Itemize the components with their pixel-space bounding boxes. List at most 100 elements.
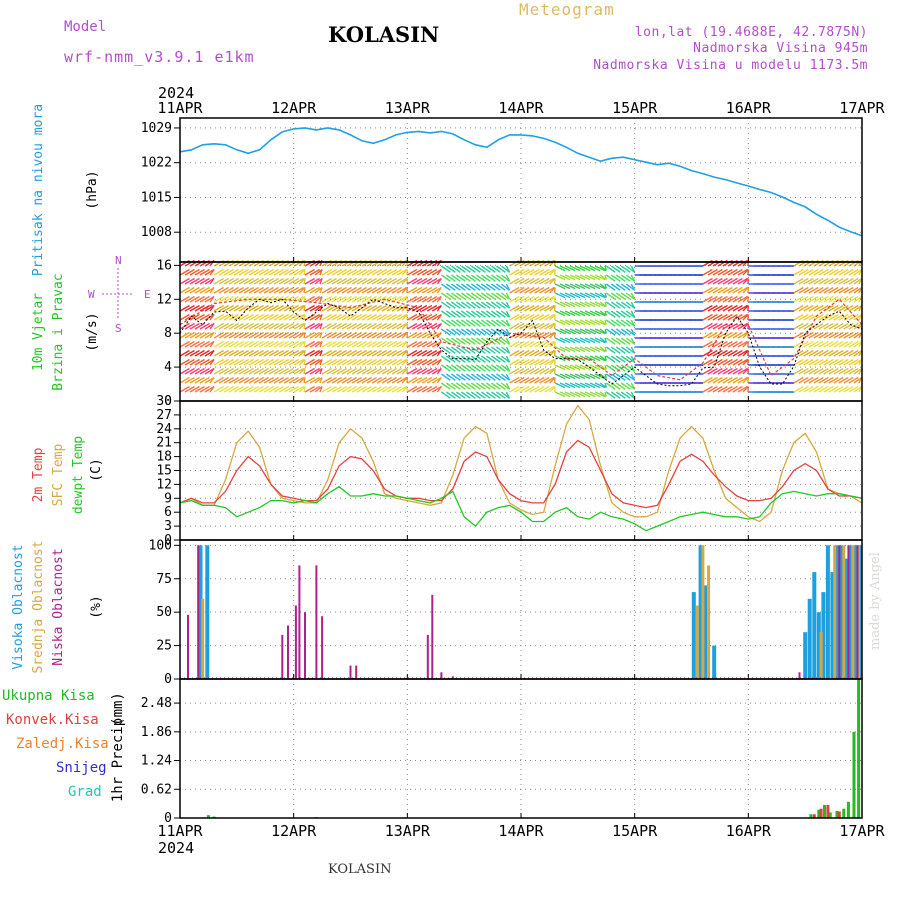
wind-barb [253,322,264,330]
wind-barb [331,367,342,375]
wind-barb [529,313,540,321]
wind-barb [722,349,733,357]
total-precip-bar [206,815,210,818]
y-tick-label: 8 [164,326,172,341]
wind-barb [326,268,337,276]
y-tick-label: 0 [164,811,172,826]
wind-barb [189,286,200,294]
wind-barb [263,313,274,321]
wind-barb [293,376,304,384]
wind-barb [803,376,814,384]
wind-barb [346,385,357,393]
wind-barb [391,268,402,276]
wind-barb [426,313,438,321]
wind-barb [853,313,863,321]
wind-barb [314,313,323,321]
wind-barb [351,322,362,330]
wind-barb [248,286,259,294]
wind-barb [707,322,718,330]
wind-barb [341,295,352,303]
y-tick-label: 75 [156,572,172,587]
total-precip-bar [842,808,846,818]
x-tick-label-top: 11APR [157,99,203,117]
wind-barb [549,296,556,303]
high-cloud-bar [830,572,835,679]
wind-barb [283,331,294,339]
wind-barb [813,322,824,330]
wind-barb [727,295,738,303]
wind-barb [450,391,461,399]
wind-barb [455,391,466,399]
wind-barb [283,295,294,303]
wind-barb [243,277,254,285]
wind-barb [594,346,606,353]
wind-barb [386,376,397,384]
wind-barb [223,331,234,339]
wind-barb [599,337,607,344]
wind-barb [460,373,471,381]
wind-barb [233,277,244,285]
model-altitude-label: Nadmorska Visina u modelu 1173.5m [593,58,868,73]
wind-barb [455,382,466,390]
wind-barb [298,331,306,339]
y-tick-label: 9 [164,491,172,506]
y-tick-label: 1.86 [141,725,172,740]
wind-barb [303,323,306,330]
wind-barb [331,340,342,348]
wind-barb [485,337,496,345]
x-tick-label-top: 15APR [612,99,658,117]
wind-barb [361,295,372,303]
wind-barb [465,382,476,390]
wind-barb [798,367,809,375]
wind-barb [223,340,234,348]
wind-barb [828,349,839,357]
wind-barb [233,349,244,357]
wind-barb [594,274,606,281]
wind-barb [818,277,829,285]
wind-barb [319,323,323,330]
wind-barb [273,340,284,348]
wind-barb [480,364,491,372]
y-tick-label: 100 [149,538,172,553]
wind-barb [303,341,306,348]
wind-barb [283,277,294,285]
wind-barb [243,385,254,393]
wind-barb [610,319,621,327]
wind-barb [288,376,299,384]
wind-barb [361,349,372,357]
wind-barb [853,295,863,303]
wind-barb [319,269,323,276]
wind-barb [179,286,190,294]
wind-barb [331,286,342,294]
wind-barb [238,277,249,285]
wind-barb [722,304,733,312]
wind-barb [584,274,596,281]
wind-barb [273,349,284,357]
wind-barb [554,301,566,308]
wind-barb [702,340,713,348]
wind-barb [509,367,520,375]
wind-barb [460,283,471,291]
wind-barb [495,355,506,363]
wind-barb [391,376,402,384]
wind-barb [808,331,819,339]
wind-barb [722,385,733,393]
wind-barb [309,385,320,393]
wind-barb [509,340,520,348]
mid-cloud-bar [833,545,837,679]
wind-barb [288,277,299,285]
wind-barb [184,340,195,348]
wind-barb [470,328,481,336]
high-cloud-bar [825,545,830,679]
wind-barb [620,391,631,399]
wind-barb [599,301,607,308]
wind-barb [625,391,636,399]
wind-barb [793,304,804,312]
wind-barb [278,349,289,357]
wind-barb [610,301,621,309]
wind-barb [386,268,397,276]
wind-barb [475,364,486,372]
wind-barb [450,328,461,336]
wind-barb [445,283,456,291]
wind-barb [341,277,352,285]
